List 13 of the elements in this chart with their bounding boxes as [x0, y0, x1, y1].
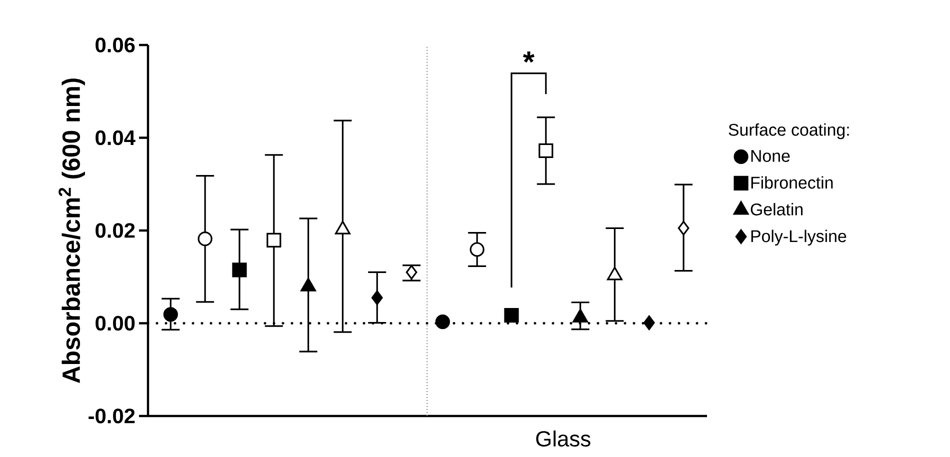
y-tick-label: 0.00	[96, 316, 135, 331]
y-axis-title: Absorbance/cm$^{2}$ (600 nm)	[58, 78, 85, 384]
legend-label: None	[751, 150, 790, 162]
legend-title: Surface coating:	[728, 123, 849, 140]
y-tick-label: 0.02	[96, 223, 135, 238]
legend-label: Fibronectin	[751, 176, 833, 189]
annotation: *	[522, 52, 534, 63]
y-tick-label: -0.02	[88, 408, 135, 424]
x-tick-label: Glass	[536, 430, 590, 447]
legend-label: Poly-L-lysine	[751, 230, 846, 246]
y-tick-label: 0.06	[96, 38, 135, 52]
legend-label: Gelatin	[750, 203, 803, 216]
y-tick-label: 0.04	[96, 130, 136, 146]
